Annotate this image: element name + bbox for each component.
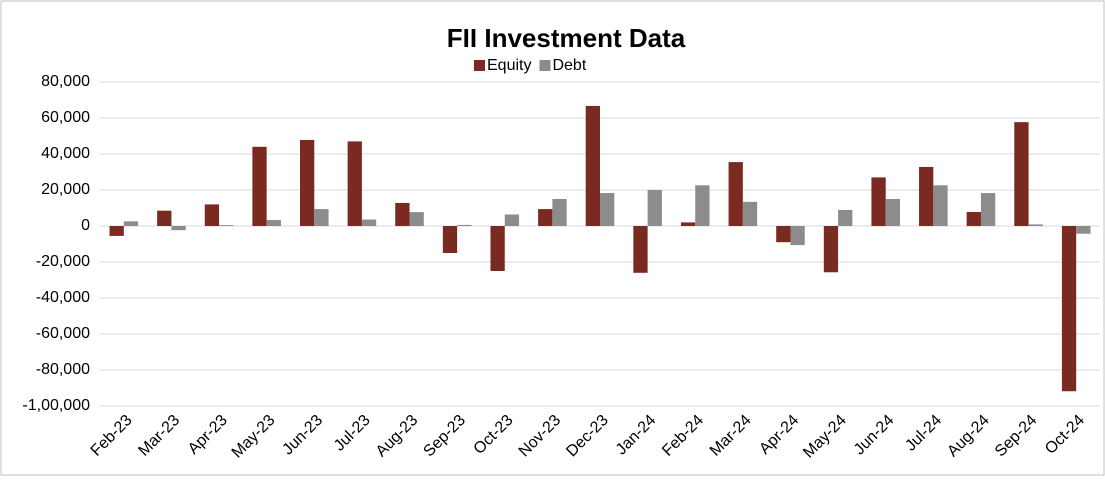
bar: [790, 226, 805, 246]
y-tick-label: -1,00,000: [22, 397, 90, 414]
bar: [838, 209, 853, 226]
y-tick-label: -60,000: [36, 325, 90, 342]
bar: [776, 226, 791, 243]
bar: [647, 190, 662, 226]
bar: [680, 222, 696, 226]
bar: [538, 209, 553, 226]
bar: [871, 177, 886, 226]
y-tick-label: 20,000: [41, 181, 90, 198]
bar: [300, 139, 315, 226]
bar: [157, 210, 172, 226]
legend-label: Debt: [552, 57, 586, 74]
bar: [409, 212, 424, 226]
bar: [600, 193, 615, 226]
bar: [204, 204, 220, 226]
bar: [1028, 224, 1043, 226]
y-tick-label: 80,000: [41, 73, 90, 90]
bar: [728, 162, 743, 226]
bar: [919, 166, 934, 226]
bar: [109, 226, 124, 236]
bar: [1076, 226, 1091, 234]
bar: [171, 226, 186, 231]
chart-title: FII Investment Data: [447, 23, 686, 53]
bar: [885, 199, 900, 226]
bar: [966, 211, 981, 226]
bar: [314, 209, 329, 226]
bar: [695, 185, 710, 226]
bar: [742, 201, 758, 226]
y-tick-label: -20,000: [36, 253, 90, 270]
legend-swatch: [539, 60, 551, 71]
y-tick-label: 60,000: [41, 109, 90, 126]
bar: [219, 225, 234, 226]
bar: [585, 105, 600, 226]
bar: [123, 221, 139, 226]
bar: [361, 219, 377, 226]
y-tick-label: -40,000: [36, 289, 90, 306]
bar: [347, 141, 362, 226]
bar: [457, 224, 472, 226]
bar: [442, 226, 458, 253]
y-tick-label: 40,000: [41, 145, 90, 162]
bar: [823, 226, 839, 273]
bar: [252, 146, 267, 226]
legend-label: Equity: [487, 57, 531, 74]
bar: [395, 202, 410, 226]
bar: [490, 226, 505, 271]
legend-swatch: [474, 60, 485, 71]
bar: [1014, 122, 1029, 226]
bar: [552, 199, 567, 226]
y-tick-label: -80,000: [36, 361, 90, 378]
bar: [1061, 226, 1077, 392]
bar: [504, 214, 520, 226]
bar: [633, 226, 648, 273]
bar: [933, 185, 948, 226]
bar: [266, 220, 281, 226]
y-tick-label: 0: [81, 217, 90, 234]
bar: [980, 193, 996, 226]
